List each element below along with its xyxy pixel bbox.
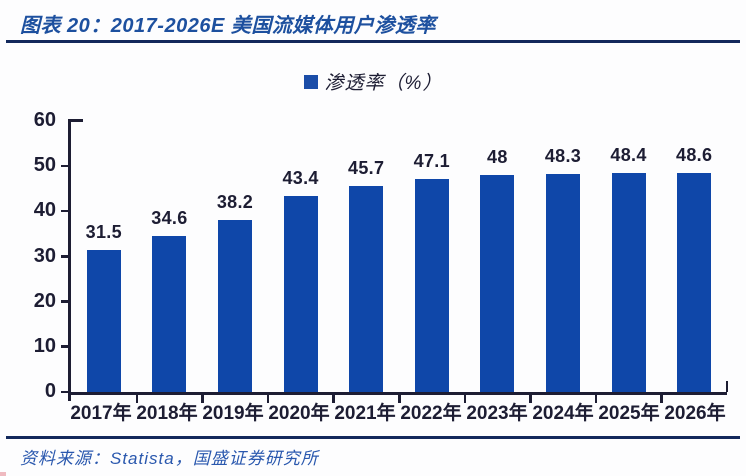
- x-axis-tick-label: 2020年: [268, 403, 330, 424]
- bar: [152, 235, 187, 392]
- bar-column: 48.6: [661, 121, 727, 392]
- x-axis-tick: [660, 395, 663, 403]
- y-axis-tick-label: 20: [33, 289, 56, 312]
- x-axis-tick-label: 2024年: [532, 403, 594, 424]
- x-axis-tick-label: 2018年: [136, 403, 198, 424]
- x-axis-tick: [332, 395, 335, 403]
- y-axis-top-cap: [68, 119, 83, 122]
- y-axis-tick: [61, 164, 69, 168]
- x-axis-tick: [135, 395, 139, 403]
- x-axis-tick-label: 2023年: [466, 403, 528, 424]
- bar-column: 48.3: [530, 121, 596, 392]
- bar-value-label: 47.1: [413, 151, 450, 172]
- x-axis-tick: [201, 395, 204, 403]
- x-axis-tick: [463, 395, 467, 403]
- legend-label: 渗透率（%）: [324, 73, 443, 94]
- y-axis-tick: [61, 209, 69, 213]
- x-axis-tick-label: 2022年: [400, 403, 462, 424]
- bar-column: 48: [465, 121, 531, 392]
- title-divider-rule: [6, 40, 740, 43]
- page-edge-artifact: [0, 472, 6, 476]
- bar-value-label: 45.7: [348, 157, 385, 178]
- x-axis-tick: [594, 395, 598, 403]
- x-axis-tick: [266, 395, 270, 403]
- y-axis-tick-label: 0: [44, 380, 56, 402]
- bar: [86, 249, 121, 392]
- bar: [217, 219, 252, 392]
- bar-column: 34.6: [137, 121, 203, 392]
- bar-value-label: 48.3: [544, 145, 582, 166]
- y-axis-tick-label: 50: [33, 154, 56, 177]
- x-axis-tick-label: 2026年: [664, 403, 726, 424]
- x-axis-tick-labels: 2017年 2018年 2019年 2020年 2021年 2022年 2023年 2024年…: [68, 398, 728, 425]
- bar-value-label: 48: [487, 147, 508, 168]
- bar: [611, 173, 646, 392]
- bar-column: 47.1: [399, 121, 465, 392]
- bar: [414, 179, 449, 392]
- x-axis-end-cap: [725, 381, 728, 392]
- footer-divider-rule: [6, 436, 740, 439]
- bar-value-label: 43.4: [282, 168, 319, 188]
- axis-corner-tick: [68, 392, 71, 401]
- bar: [480, 175, 515, 392]
- bar-column: 43.4: [268, 121, 334, 392]
- y-axis-tick: [61, 345, 69, 348]
- y-axis-tick-label: 10: [33, 334, 56, 357]
- y-axis-tick-label: 30: [33, 244, 56, 267]
- y-axis-tick: [61, 300, 69, 303]
- bar-column: 45.7: [333, 121, 399, 392]
- bar-column: 38.2: [202, 121, 268, 392]
- bar: [545, 173, 580, 392]
- y-axis-tick: [61, 390, 69, 393]
- bar-series: 31.5 34.6 38.2 43.4 45.7 47.1 48 48.3 48.4 48.6: [71, 121, 727, 392]
- x-axis-tick: [398, 395, 401, 403]
- bar-column: 31.5: [71, 121, 137, 392]
- x-axis-tick-label: 2021年: [334, 403, 396, 424]
- bar: [349, 185, 384, 392]
- x-axis-tick: [529, 395, 532, 403]
- x-axis-tick-label: 2019年: [202, 403, 264, 424]
- plot-area: 31.5 34.6 38.2 43.4 45.7 47.1 48 48.3 48.4 48.6: [61, 119, 728, 403]
- y-axis-tick-label: 60: [33, 109, 56, 131]
- x-axis-tick-label: 2017年: [70, 403, 132, 424]
- bar-value-label: 48.6: [676, 144, 713, 165]
- x-axis-tick-label: 2025年: [598, 403, 660, 424]
- bar-value-label: 34.6: [151, 207, 188, 228]
- bar-value-label: 38.2: [216, 191, 254, 212]
- y-axis-tick-label: 40: [33, 199, 56, 222]
- bar: [677, 172, 712, 392]
- legend: 渗透率（%）: [0, 68, 746, 95]
- source-note: 资料来源：Statista，国盛证券研究所: [20, 449, 319, 468]
- legend-swatch-icon: [303, 74, 318, 89]
- bar-value-label: 31.5: [85, 221, 122, 242]
- y-axis-tick: [61, 255, 69, 258]
- bar: [283, 196, 318, 392]
- bar-value-label: 48.4: [610, 145, 647, 166]
- figure-title: 图表 20：2017-2026E 美国流媒体用户渗透率: [20, 15, 436, 37]
- bar-column: 48.4: [596, 121, 662, 392]
